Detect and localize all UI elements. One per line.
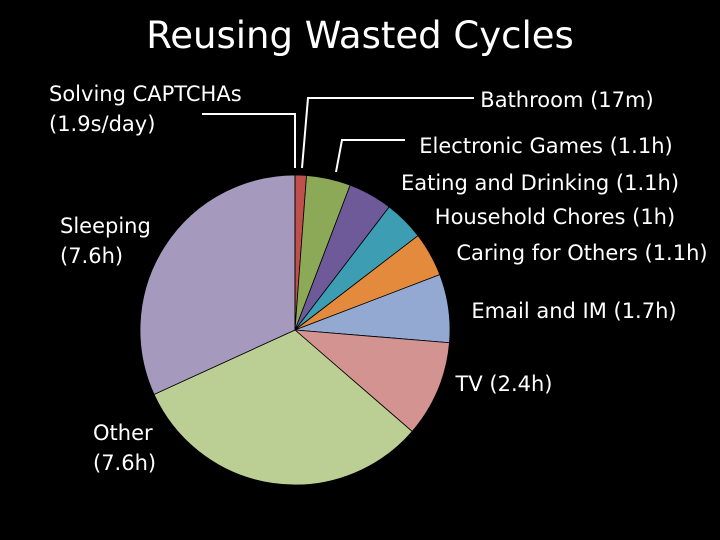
slice-label-line: TV (2.4h): [455, 372, 553, 396]
pie-chart: [139, 174, 451, 486]
slice-label-caring-for-others: Caring for Others (1.1h): [456, 241, 707, 265]
slide-title: Reusing Wasted Cycles: [146, 14, 574, 57]
leader-line-bathroom: [301, 97, 474, 169]
slice-label-line: (7.6h): [93, 451, 156, 475]
slice-label-sleeping: Sleeping (7.6h): [60, 214, 151, 268]
slice-label-email-and-im: Email and IM (1.7h): [471, 299, 676, 323]
leader-lines: [202, 97, 474, 173]
slice-label-line: (7.6h): [60, 244, 123, 268]
slice-label-eating-and-drinking: Eating and Drinking (1.1h): [401, 171, 679, 195]
slice-label-line: Caring for Others (1.1h): [456, 241, 707, 265]
slice-label-line: Electronic Games (1.1h): [419, 134, 672, 158]
slice-label-line: Email and IM (1.7h): [471, 299, 676, 323]
slice-label-electronic-games: Electronic Games (1.1h): [419, 134, 672, 158]
slice-label-bathroom: Bathroom (17m): [480, 88, 653, 112]
slice-label-line: Bathroom (17m): [480, 88, 653, 112]
slice-label-line: (1.9s/day): [49, 112, 155, 136]
slice-label-line: Household Chores (1h): [435, 205, 675, 229]
slice-label-line: Solving CAPTCHAs: [49, 82, 242, 106]
slice-label-household-chores: Household Chores (1h): [435, 205, 675, 229]
pie-slice-sleeping: [139, 174, 296, 395]
slice-label-line: Other: [93, 421, 153, 445]
leader-line-electronic-games: [335, 139, 405, 173]
slice-label-tv: TV (2.4h): [455, 372, 553, 396]
slice-label-line: Sleeping: [60, 214, 151, 238]
pie-slice-tv: [293, 329, 450, 433]
slice-label-line: Eating and Drinking (1.1h): [401, 171, 679, 195]
pie-slice-other: [153, 329, 413, 486]
slice-labels: Bathroom (17m) Electronic Games (1.1h) Eat…: [49, 82, 708, 475]
leader-line-solving-captchas: [202, 113, 296, 168]
slice-label-solving-captchas: Solving CAPTCHAs (1.9s/day): [49, 82, 242, 136]
slice-label-other: Other (7.6h): [93, 421, 156, 475]
